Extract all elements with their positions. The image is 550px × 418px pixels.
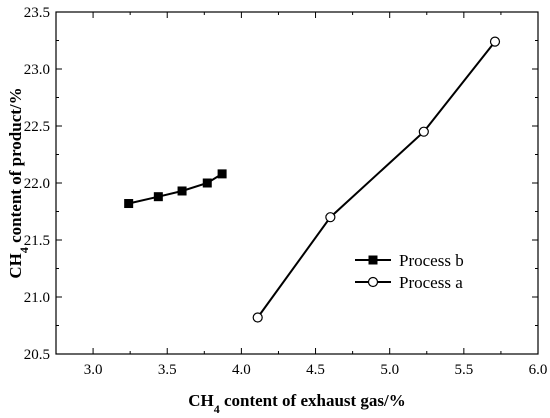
legend: Process b Process a (355, 251, 464, 292)
series-process-b (124, 169, 227, 209)
legend-marker (368, 255, 378, 265)
y-tick-label: 21.0 (24, 290, 50, 306)
data-point (325, 212, 336, 223)
y-tick-label: 22.0 (24, 176, 50, 192)
legend-label: Process b (399, 251, 464, 270)
data-point (252, 312, 263, 323)
x-tick-label: 6.0 (529, 362, 548, 378)
x-tick-label: 5.0 (380, 362, 399, 378)
y-tick-label: 22.5 (24, 119, 50, 135)
legend-label: Process a (399, 273, 463, 292)
y-tick-label: 21.5 (24, 233, 50, 249)
series-line (128, 173, 223, 205)
x-tick-label: 3.5 (158, 362, 177, 378)
data-point (418, 126, 429, 137)
data-point (124, 199, 134, 209)
data-point (153, 192, 163, 202)
y-tick-label: 20.5 (24, 347, 50, 363)
y-axis-title: CH4 content of product/% (6, 87, 31, 278)
legend-entry: Process b (355, 251, 464, 270)
data-point (217, 169, 227, 179)
x-axis-title: CH4 content of exhaust gas/% (188, 391, 406, 416)
series-line (256, 41, 496, 319)
x-tick-label: 4.5 (306, 362, 325, 378)
data-point (177, 186, 187, 196)
x-tick-label: 5.5 (454, 362, 473, 378)
x-tick-label: 4.0 (232, 362, 251, 378)
y-tick-label: 23.0 (24, 62, 50, 78)
legend-marker (367, 276, 379, 288)
x-tick-label: 3.0 (84, 362, 103, 378)
y-tick-label: 23.5 (24, 5, 50, 21)
series-process-a (252, 36, 501, 323)
plot-frame (55, 11, 539, 355)
legend-entry: Process a (355, 273, 463, 292)
data-point (489, 36, 501, 47)
data-point (202, 178, 212, 188)
